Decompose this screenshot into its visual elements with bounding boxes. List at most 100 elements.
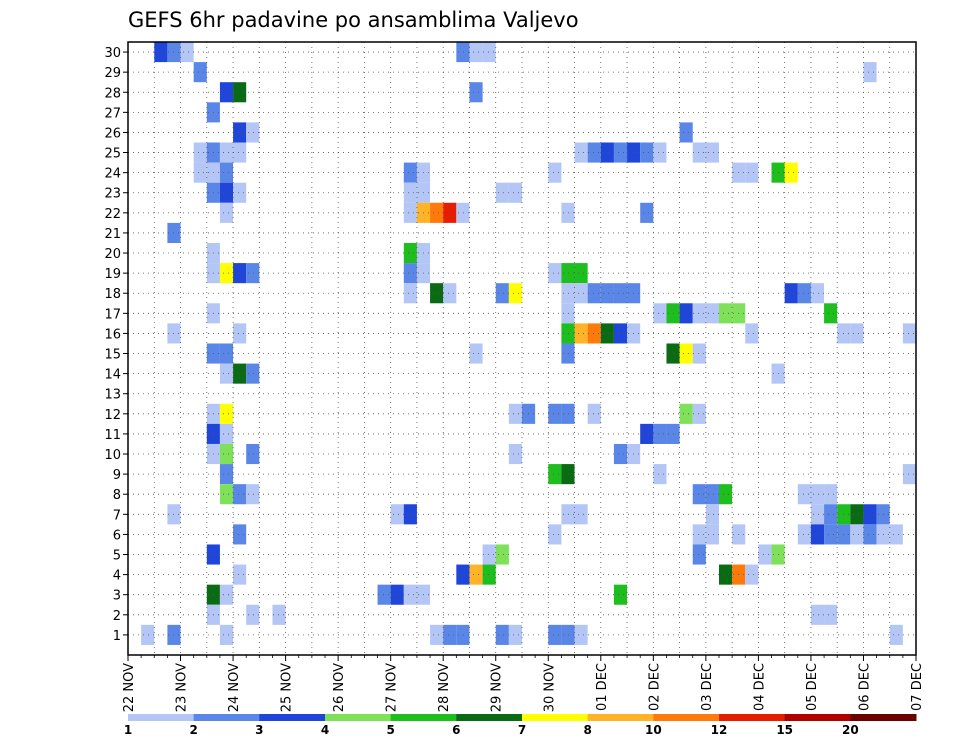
- x-tick-label: 01 DEC: [595, 663, 610, 711]
- x-tick-label: 24 NOV: [227, 663, 242, 712]
- heatmap-cell: [219, 162, 234, 183]
- y-tick-label: 21: [104, 227, 121, 242]
- y-tick-label: 4: [113, 569, 121, 584]
- heatmap-cell: [810, 604, 825, 625]
- heatmap-cell: [640, 423, 654, 444]
- heatmap-cell: [219, 182, 234, 203]
- y-tick-label: 11: [104, 428, 121, 443]
- heatmap-cell: [246, 484, 260, 505]
- heatmap-cell: [613, 142, 628, 163]
- colorbar-label: 7: [518, 723, 526, 737]
- heatmap-cell: [403, 263, 417, 284]
- heatmap-cell: [141, 624, 155, 645]
- x-tick-label: 22 NOV: [122, 663, 137, 712]
- y-tick-label: 17: [104, 307, 121, 322]
- heatmap-cell: [600, 142, 614, 163]
- y-tick-label: 22: [104, 207, 121, 222]
- heatmap-cell: [443, 202, 457, 223]
- heatmap-cell: [824, 303, 838, 324]
- heatmap-cell: [824, 604, 838, 625]
- heatmap-cell: [574, 504, 588, 525]
- heatmap-cell: [508, 443, 522, 465]
- y-tick-label: 5: [113, 549, 121, 564]
- chart-title: GEFS 6hr padavine po ansamblima Valjevo: [128, 8, 579, 32]
- heatmap-cell: [810, 504, 825, 525]
- heatmap-cell: [233, 82, 247, 103]
- heatmap-cell: [692, 544, 706, 565]
- y-tick-label: 25: [104, 147, 121, 162]
- heatmap-cell: [679, 122, 693, 143]
- heatmap-cell: [219, 403, 234, 424]
- heatmap-cell: [692, 343, 706, 364]
- heatmap-cell: [180, 42, 194, 63]
- heatmap-cell: [692, 484, 706, 505]
- heatmap-cell: [456, 564, 470, 585]
- heatmap-cell: [219, 624, 234, 645]
- heatmap-cell: [902, 323, 916, 344]
- heatmap-cell: [469, 42, 483, 63]
- heatmap-cell: [246, 604, 260, 625]
- heatmap-cell: [390, 584, 404, 605]
- x-tick-label: 07 DEC: [910, 663, 925, 711]
- heatmap-cell: [482, 564, 496, 585]
- y-tick-label: 7: [113, 508, 121, 523]
- heatmap-cell: [233, 323, 247, 344]
- heatmap-cell: [219, 423, 234, 444]
- heatmap-cell: [640, 202, 654, 223]
- heatmap-cell: [758, 544, 772, 565]
- heatmap-cell: [705, 303, 719, 324]
- heatmap-cell: [193, 142, 207, 163]
- heatmap-cell: [653, 142, 667, 163]
- heatmap-cell: [219, 443, 234, 465]
- heatmap-cells: [141, 42, 916, 645]
- heatmap-cell: [863, 62, 877, 83]
- heatmap-cell: [548, 624, 562, 645]
- x-tick-label: 03 DEC: [700, 663, 715, 711]
- heatmap-cell: [587, 403, 601, 424]
- heatmap-cell: [430, 283, 444, 304]
- heatmap-cell: [219, 343, 234, 364]
- y-tick-label: 2: [113, 609, 121, 624]
- heatmap-cell: [456, 42, 470, 63]
- x-tick-label: 05 DEC: [805, 663, 820, 711]
- heatmap-cell: [403, 242, 417, 264]
- heatmap-cell: [705, 504, 719, 525]
- heatmap-cell: [403, 584, 417, 605]
- heatmap-cell: [784, 283, 798, 304]
- heatmap-cell: [469, 343, 483, 364]
- heatmap-cell: [495, 182, 509, 203]
- heatmap-cell: [469, 564, 483, 585]
- heatmap-cell: [482, 544, 496, 565]
- heatmap-cell: [561, 263, 575, 284]
- y-tick-label: 19: [104, 267, 121, 282]
- heatmap-cell: [508, 403, 522, 424]
- heatmap-cell: [745, 564, 759, 585]
- heatmap-cell: [443, 283, 457, 304]
- heatmap-cell: [548, 403, 562, 424]
- heatmap-cell: [469, 82, 483, 103]
- colorbar-swatch: [653, 714, 720, 721]
- y-tick-label: 3: [113, 589, 121, 604]
- heatmap-cell: [561, 283, 575, 304]
- colorbar-label: 4: [321, 723, 329, 737]
- heatmap-cell: [692, 524, 706, 545]
- heatmap-cell: [246, 443, 260, 465]
- heatmap-cell: [797, 283, 811, 304]
- colorbar-label: 8: [583, 723, 591, 737]
- colorbar-swatch: [259, 714, 326, 721]
- colorbar-label: 2: [189, 723, 197, 737]
- heatmap-cell: [233, 142, 247, 163]
- heatmap-cell: [219, 202, 234, 223]
- heatmap-cell: [863, 504, 877, 525]
- heatmap-cell: [561, 202, 575, 223]
- colorbar-label: 3: [255, 723, 263, 737]
- y-tick-label: 13: [104, 388, 121, 403]
- y-tick-label: 1: [113, 629, 121, 644]
- heatmap-cell: [561, 343, 575, 364]
- heatmap-cell: [679, 303, 693, 324]
- colorbar-label: 5: [386, 723, 394, 737]
- heatmap-cell: [508, 283, 522, 304]
- y-tick-label: 10: [104, 448, 121, 463]
- x-tick-label: 29 NOV: [490, 663, 505, 712]
